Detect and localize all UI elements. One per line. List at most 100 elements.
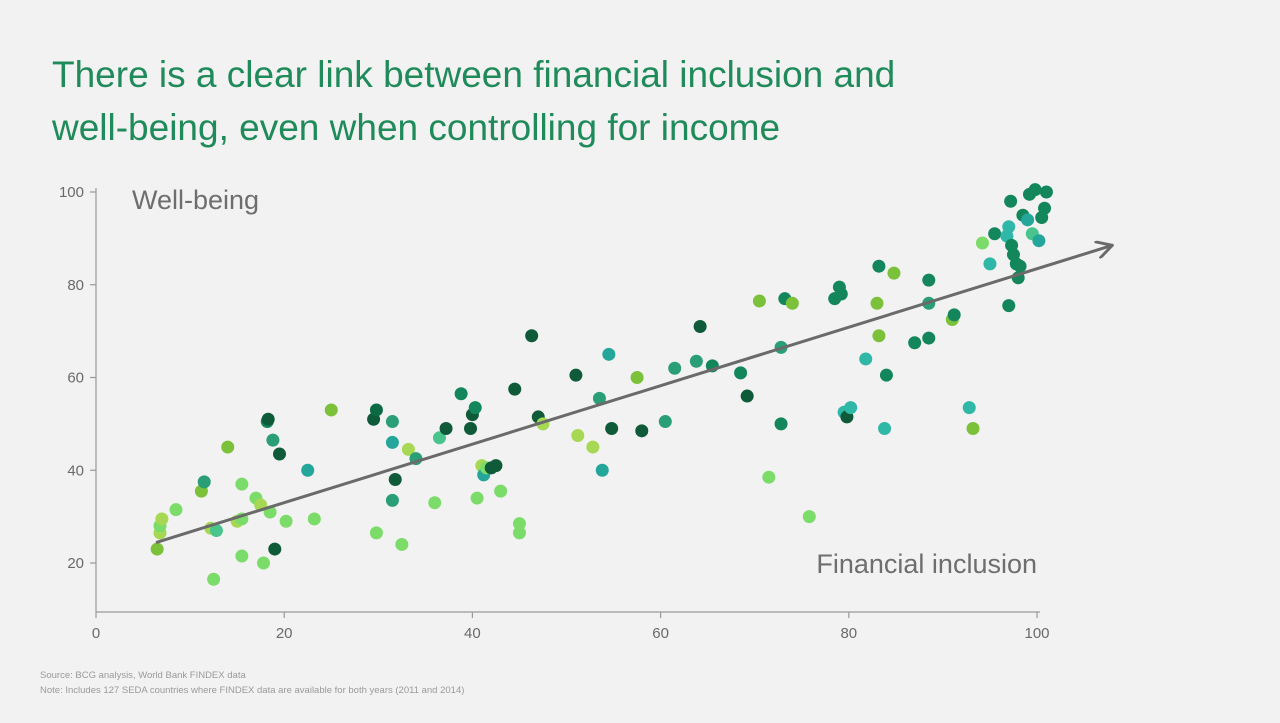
data-point — [947, 308, 961, 322]
x-tick-label: 0 — [92, 625, 100, 642]
data-point — [872, 329, 886, 343]
data-point — [689, 354, 703, 368]
data-point — [221, 440, 235, 454]
data-point — [388, 473, 402, 487]
data-point — [301, 463, 315, 477]
data-point — [235, 549, 249, 563]
data-point — [834, 287, 848, 301]
data-point — [878, 422, 892, 436]
data-point — [887, 266, 901, 280]
data-point — [512, 526, 526, 540]
data-point — [802, 510, 816, 524]
data-point — [983, 257, 997, 271]
data-point — [1002, 299, 1016, 313]
data-point — [468, 401, 482, 415]
data-point — [464, 422, 478, 436]
data-point — [966, 422, 980, 436]
data-point — [605, 422, 619, 436]
data-point — [1002, 220, 1016, 234]
data-point — [207, 572, 221, 586]
data-point — [261, 412, 275, 426]
data-point — [571, 428, 585, 442]
data-point — [1004, 194, 1018, 208]
data-point — [774, 417, 788, 431]
data-point — [508, 382, 522, 396]
y-tick-label: 20 — [67, 555, 84, 572]
data-point — [635, 424, 649, 438]
data-point — [385, 493, 399, 507]
data-point — [470, 491, 484, 505]
data-point — [385, 415, 399, 429]
data-point — [1032, 234, 1046, 248]
data-point — [785, 296, 799, 310]
y-tick-label: 80 — [67, 277, 84, 294]
y-axis-label: Well-being — [132, 185, 259, 215]
data-point — [844, 401, 858, 415]
trend-arrow — [155, 245, 1114, 544]
data-point — [602, 347, 616, 361]
data-point — [734, 366, 748, 380]
data-point — [439, 422, 453, 436]
data-point — [272, 447, 286, 461]
data-point — [401, 442, 415, 456]
data-point — [693, 319, 707, 333]
data-points — [150, 183, 1053, 586]
data-point — [872, 259, 886, 273]
data-point — [586, 440, 600, 454]
data-point — [740, 389, 754, 403]
data-point — [494, 484, 508, 498]
x-tick-label: 60 — [652, 625, 669, 642]
data-point — [169, 503, 183, 517]
data-point — [525, 329, 539, 343]
y-axis-ticks: 20 40 60 80 100 — [59, 184, 96, 572]
data-point — [268, 542, 282, 556]
y-tick-label: 100 — [59, 184, 84, 201]
data-point — [1038, 201, 1052, 215]
x-tick-label: 80 — [840, 625, 857, 642]
data-point — [197, 475, 211, 489]
data-point — [595, 463, 609, 477]
data-point — [962, 401, 976, 415]
chart-axes — [95, 188, 1040, 613]
data-point — [395, 537, 409, 551]
data-point — [908, 336, 922, 350]
data-point — [569, 368, 583, 382]
data-point — [385, 435, 399, 449]
data-point — [150, 542, 164, 556]
chart-title: There is a clear link between financial … — [52, 48, 1152, 154]
y-tick-label: 60 — [67, 370, 84, 387]
data-point — [859, 352, 873, 366]
data-point — [592, 391, 606, 405]
chart-title-line-2: well-being, even when controlling for in… — [52, 107, 781, 148]
data-point — [279, 514, 293, 528]
data-point — [988, 227, 1002, 241]
data-point — [668, 361, 682, 375]
data-point — [1039, 185, 1053, 199]
data-point — [454, 387, 468, 401]
data-point — [235, 477, 249, 491]
data-point — [870, 296, 884, 310]
x-axis-ticks: 0 20 40 60 80 100 — [92, 612, 1050, 642]
data-point — [369, 403, 383, 417]
x-axis-label: Financial inclusion — [816, 549, 1037, 579]
data-point — [752, 294, 766, 308]
data-point — [369, 526, 383, 540]
data-point — [428, 496, 442, 510]
data-point — [762, 470, 776, 484]
data-point — [324, 403, 338, 417]
source-note: Source: BCG analysis, World Bank FINDEX … — [40, 670, 246, 681]
y-tick-label: 40 — [67, 462, 84, 479]
data-point — [432, 431, 446, 445]
x-tick-label: 40 — [464, 625, 481, 642]
data-point — [879, 368, 893, 382]
data-point — [209, 524, 223, 538]
data-point — [266, 433, 280, 447]
data-point — [155, 512, 169, 526]
x-tick-label: 20 — [276, 625, 293, 642]
data-point — [1021, 213, 1035, 227]
data-point — [307, 512, 321, 526]
data-point — [922, 331, 936, 345]
chart-title-line-1: There is a clear link between financial … — [52, 54, 896, 95]
data-point — [1013, 259, 1027, 273]
